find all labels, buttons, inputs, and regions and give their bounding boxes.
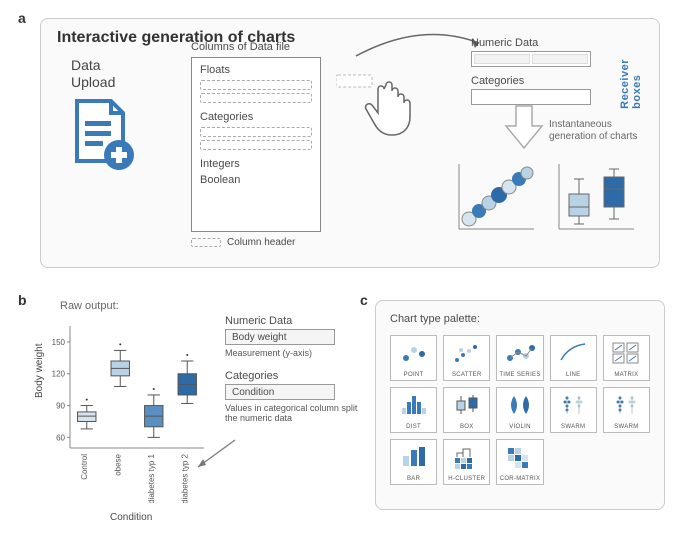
mini-box-chart — [549, 159, 639, 239]
columns-box: Floats Categories Integers Boolean — [191, 57, 321, 232]
palette-item-label: Box — [444, 422, 489, 432]
palette-item-swarm[interactable]: Swarm — [603, 387, 650, 433]
palette-item-label: Line — [551, 370, 596, 380]
svg-text:150: 150 — [52, 338, 66, 347]
raw-output-label: Raw output: — [60, 300, 360, 312]
categories-label: Categories — [471, 75, 641, 87]
palette-item-bar[interactable]: Bar — [390, 439, 437, 485]
section-floats: Floats — [200, 64, 312, 76]
svg-text:diabetes typ 2: diabetes typ 2 — [180, 453, 189, 503]
chart-type-icon — [551, 336, 596, 370]
numeric-data-label: Numeric Data — [471, 37, 641, 49]
section-categories: Categories — [200, 111, 312, 123]
section-integers: Integers — [200, 158, 312, 170]
palette-item-label: Cor-Matrix — [497, 474, 542, 484]
column-header-slot[interactable] — [200, 93, 312, 103]
upload-text-1: Data — [71, 57, 101, 73]
section-boolean: Boolean — [200, 174, 312, 186]
legend-slot-icon — [191, 238, 221, 247]
chart-type-icon — [391, 440, 436, 474]
svg-text:60: 60 — [56, 433, 65, 442]
palette-item-scatter[interactable]: Scatter — [443, 335, 490, 381]
palette-item-label: Time Series — [497, 370, 542, 380]
panel-c-label: c — [360, 292, 368, 308]
chart-type-icon — [604, 388, 649, 422]
chart-type-icon — [444, 336, 489, 370]
palette-item-label: Matrix — [604, 370, 649, 380]
receiver-boxes-label: Receiver boxes — [619, 59, 643, 109]
palette-item-dist[interactable]: Dist — [390, 387, 437, 433]
arrow-to-chart-icon — [190, 435, 240, 475]
column-header-slot[interactable] — [200, 127, 312, 137]
palette-grid: Point Scatter Time Series Line Matrix Dist Box… — [390, 335, 650, 485]
down-arrow-icon — [504, 104, 544, 155]
panel-b-inputs: Numeric Data Body weight Measurement (y-… — [225, 315, 365, 435]
mini-scatter-chart — [449, 159, 539, 239]
panel-a-label: a — [18, 10, 26, 26]
palette-item-label: Bar — [391, 474, 436, 484]
palette-item-time-series[interactable]: Time Series — [496, 335, 543, 381]
categories-label-b: Categories — [225, 370, 365, 382]
column-header-slot[interactable] — [200, 80, 312, 90]
upload-text-2: Upload — [71, 74, 115, 90]
curved-arrow-icon — [351, 31, 491, 64]
categories-receiver[interactable] — [471, 89, 591, 105]
numeric-data-label-b: Numeric Data — [225, 315, 365, 327]
boxplot-chart: Body weight 6090120150Controlobesediabet… — [40, 318, 210, 503]
palette-item-swarm[interactable]: Swarm — [550, 387, 597, 433]
palette-item-box[interactable]: Box — [443, 387, 490, 433]
numeric-data-receiver[interactable] — [471, 51, 591, 67]
instant-generation-text: Instantaneous generation of charts — [549, 119, 639, 143]
palette-item-label: Swarm — [551, 422, 596, 432]
file-upload-icon[interactable] — [69, 97, 139, 175]
panel-c: Chart type palette: Point Scatter Time Ser… — [375, 300, 665, 510]
chart-type-icon — [497, 440, 542, 474]
data-upload-label: Data Upload — [71, 57, 115, 91]
palette-item-matrix[interactable]: Matrix — [603, 335, 650, 381]
boxplot-xlabel: Condition — [110, 512, 152, 523]
column-header-slot[interactable] — [200, 140, 312, 150]
chart-type-icon — [604, 336, 649, 370]
palette-item-label: Swarm — [604, 422, 649, 432]
columns-box-title: Columns of Data file — [191, 41, 290, 53]
numeric-caption: Measurement (y-axis) — [225, 348, 365, 358]
boxplot-ylabel: Body weight — [34, 344, 45, 398]
palette-item-line[interactable]: Line — [550, 335, 597, 381]
palette-item-cor-matrix[interactable]: Cor-Matrix — [496, 439, 543, 485]
chart-type-icon — [391, 336, 436, 370]
receiver-area: Numeric Data Categories Receiver boxes — [471, 37, 641, 105]
chart-type-icon — [497, 388, 542, 422]
column-header-legend: Column header — [191, 237, 295, 248]
chart-type-icon — [551, 388, 596, 422]
categories-caption: Values in categorical column split the n… — [225, 403, 365, 423]
panel-a: Interactive generation of charts Data Up… — [40, 18, 660, 268]
palette-item-label: Point — [391, 370, 436, 380]
mini-charts — [449, 159, 639, 239]
svg-text:diabetes typ 1: diabetes typ 1 — [147, 453, 156, 503]
palette-item-point[interactable]: Point — [390, 335, 437, 381]
numeric-data-value[interactable]: Body weight — [225, 329, 335, 345]
categories-value[interactable]: Condition — [225, 384, 335, 400]
palette-item-violin[interactable]: Violin — [496, 387, 543, 433]
legend-text: Column header — [227, 237, 295, 248]
palette-item-label: H-Cluster — [444, 474, 489, 484]
palette-item-h-cluster[interactable]: H-Cluster — [443, 439, 490, 485]
chart-type-icon — [497, 336, 542, 370]
panel-b: Raw output: Body weight 60 90 120 150 Contro… — [40, 300, 360, 530]
chart-type-icon — [391, 388, 436, 422]
svg-text:Control: Control — [80, 454, 89, 480]
receiver-subslot[interactable] — [474, 54, 530, 64]
svg-text:90: 90 — [56, 402, 65, 411]
palette-item-label: Scatter — [444, 370, 489, 380]
receiver-subslot[interactable] — [532, 54, 588, 64]
drag-hand-icon — [336, 69, 426, 142]
palette-item-label: Dist — [391, 422, 436, 432]
palette-item-label: Violin — [497, 422, 542, 432]
chart-palette-title: Chart type palette: — [390, 313, 650, 325]
panel-b-label: b — [18, 292, 27, 308]
svg-text:obese: obese — [113, 453, 122, 475]
chart-type-icon — [444, 440, 489, 474]
chart-type-icon — [444, 388, 489, 422]
svg-text:120: 120 — [52, 370, 66, 379]
